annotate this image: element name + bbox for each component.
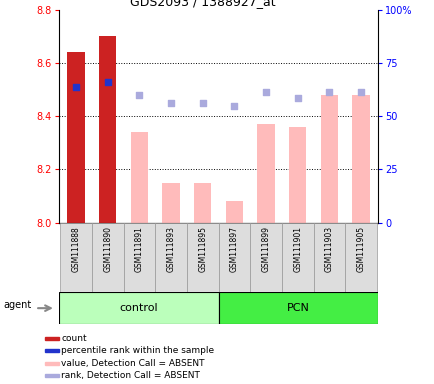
Bar [155,223,187,292]
Bar [45,362,59,364]
Point [104,78,111,84]
Point [199,100,206,106]
Point [136,92,143,98]
Text: value, Detection Call = ABSENT: value, Detection Call = ABSENT [61,359,204,367]
Text: GSM111899: GSM111899 [261,226,270,272]
Point [167,100,174,106]
Bar [288,127,306,223]
Title: GDS2093 / 1388927_at: GDS2093 / 1388927_at [129,0,275,8]
Text: GSM111891: GSM111891 [135,226,144,272]
Text: control: control [119,303,158,313]
Bar [194,183,211,223]
Bar [92,223,123,292]
Text: GSM111903: GSM111903 [324,226,333,272]
Bar [218,292,378,324]
Point [293,94,300,101]
Point [262,89,269,95]
Text: count: count [61,334,86,343]
Bar [225,202,243,223]
Text: GSM111895: GSM111895 [198,226,207,272]
Text: agent: agent [3,300,31,310]
Bar [313,223,345,292]
Text: percentile rank within the sample: percentile rank within the sample [61,346,214,355]
Bar [99,36,116,223]
Bar [162,183,179,223]
Point [325,89,332,95]
Bar [45,349,59,352]
Bar [218,223,250,292]
Bar [345,223,376,292]
Text: PCN: PCN [286,303,309,313]
Bar [60,223,92,292]
Bar [250,223,281,292]
Bar [257,124,274,223]
Text: rank, Detection Call = ABSENT: rank, Detection Call = ABSENT [61,371,200,380]
Text: GSM111888: GSM111888 [72,226,80,272]
Text: GSM111901: GSM111901 [293,226,302,272]
Bar [67,52,85,223]
Bar [45,337,59,340]
Point [357,89,364,95]
Bar [131,132,148,223]
Bar [123,223,155,292]
Point [72,84,79,90]
Bar [281,223,313,292]
Text: GSM111905: GSM111905 [356,226,365,272]
Text: GSM111897: GSM111897 [230,226,238,272]
Point [230,103,237,109]
Bar [45,374,59,377]
Text: GSM111893: GSM111893 [166,226,175,272]
Bar [59,292,218,324]
Bar [187,223,218,292]
Bar [320,95,337,223]
Bar [352,95,369,223]
Text: GSM111890: GSM111890 [103,226,112,272]
